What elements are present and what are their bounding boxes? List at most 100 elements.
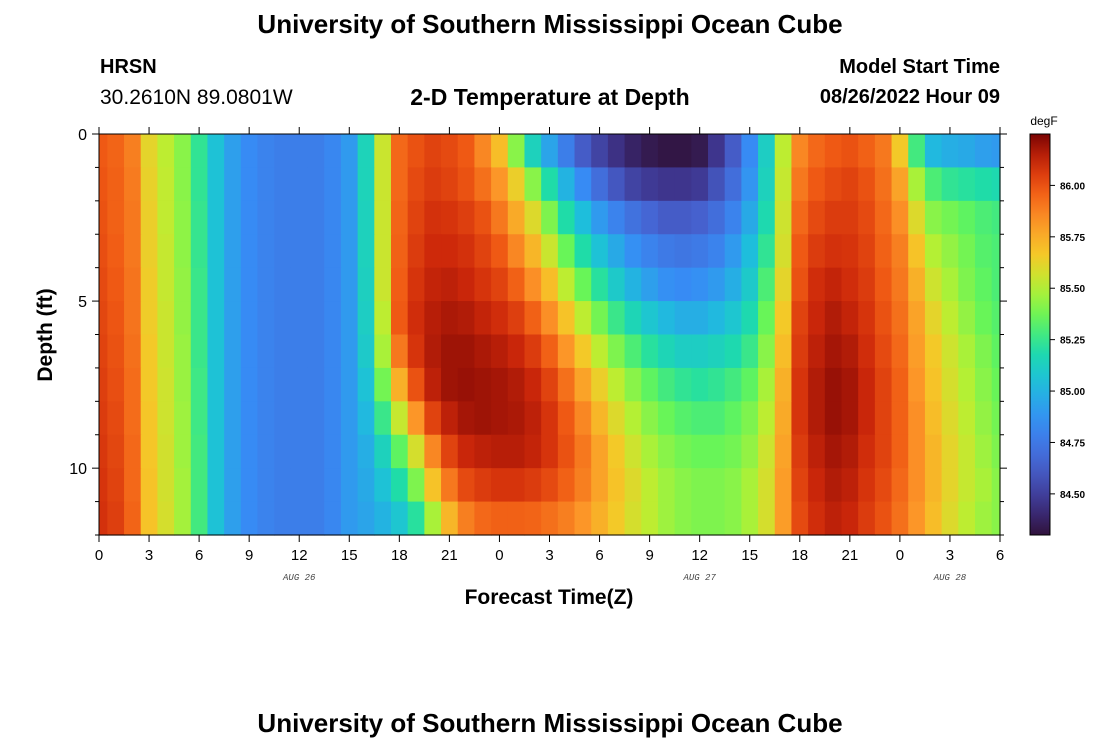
- colorbar-tick-label: 85.25: [1060, 336, 1085, 347]
- heatmap-cell: [858, 267, 876, 302]
- heatmap-cell: [524, 134, 542, 169]
- heatmap-cell: [240, 167, 259, 202]
- heatmap-cell: [824, 301, 843, 336]
- heatmap-cell: [357, 334, 375, 369]
- heatmap-cell: [340, 334, 359, 369]
- heatmap-cell: [991, 301, 1001, 336]
- heatmap-cell: [441, 401, 459, 436]
- heatmap-cell: [758, 468, 776, 503]
- heatmap-cell: [774, 167, 793, 202]
- heatmap-cell: [874, 267, 893, 302]
- heatmap-cell: [374, 468, 392, 503]
- heatmap-cell: [224, 167, 242, 202]
- heatmap-cell: [874, 334, 893, 369]
- heatmap-cell: [774, 200, 793, 235]
- heatmap-cell: [791, 501, 809, 536]
- heatmap-cell: [424, 267, 442, 302]
- heatmap-cell: [858, 134, 876, 169]
- heatmap-cell: [441, 267, 459, 302]
- heatmap-cell: [924, 367, 943, 402]
- heatmap-cell: [624, 468, 642, 503]
- heatmap-cell: [491, 234, 509, 269]
- heatmap-cell: [691, 501, 709, 536]
- heatmap-cell: [591, 401, 609, 436]
- heatmap-cell: [791, 367, 809, 402]
- heatmap-cell: [407, 134, 425, 169]
- heatmap-cell: [991, 267, 1001, 302]
- heatmap-cell: [958, 301, 976, 336]
- heatmap-cell: [390, 434, 409, 469]
- heatmap-cell: [607, 267, 626, 302]
- heatmap-cell: [524, 234, 542, 269]
- heatmap-cell: [708, 367, 726, 402]
- heatmap-cell: [691, 167, 709, 202]
- heatmap-cell: [424, 501, 442, 536]
- heatmap-cell: [724, 134, 742, 169]
- heatmap-cell: [741, 267, 759, 302]
- x-tick-label: 21: [441, 547, 458, 564]
- heatmap-cell: [424, 134, 442, 169]
- heatmap-cell: [307, 301, 325, 336]
- heatmap-cell: [390, 501, 409, 536]
- heatmap-cell: [724, 401, 742, 436]
- heatmap-cell: [958, 134, 976, 169]
- heatmap-cell: [107, 167, 125, 202]
- heatmap-cell: [824, 200, 843, 235]
- heatmap-cell: [541, 367, 559, 402]
- heatmap-cell: [958, 200, 976, 235]
- heatmap-cell: [190, 267, 209, 302]
- heatmap-cell: [891, 434, 909, 469]
- x-axis-label: Forecast Time(Z): [465, 586, 634, 609]
- heatmap-cell: [991, 501, 1001, 536]
- heatmap-cell: [290, 367, 309, 402]
- heatmap-cell: [591, 468, 609, 503]
- heatmap-cell: [457, 267, 476, 302]
- x-tick-label: 0: [95, 547, 103, 564]
- heatmap-cell: [557, 200, 576, 235]
- x-tick-label: 9: [245, 547, 253, 564]
- heatmap-cell: [107, 367, 125, 402]
- heatmap-cell: [157, 501, 175, 536]
- heatmap-cell: [307, 267, 325, 302]
- heatmap-cell: [791, 134, 809, 169]
- heatmap-cell: [124, 501, 142, 536]
- heatmap-cell: [190, 334, 209, 369]
- heatmap-cell: [724, 501, 742, 536]
- heatmap-cell: [290, 167, 309, 202]
- heatmap-cell: [591, 167, 609, 202]
- heatmap-cell: [107, 334, 125, 369]
- heatmap-cell: [974, 301, 993, 336]
- heatmap-cell: [691, 200, 709, 235]
- heatmap-cell: [874, 134, 893, 169]
- heatmap-cell: [290, 434, 309, 469]
- heatmap-cell: [541, 468, 559, 503]
- heatmap-cell: [457, 468, 476, 503]
- heatmap-cell: [674, 234, 692, 269]
- heatmap-cell: [774, 334, 793, 369]
- heatmap-cell: [874, 200, 893, 235]
- heatmap-cell: [207, 367, 225, 402]
- heatmap-cell: [324, 367, 342, 402]
- heatmap-cell: [908, 200, 926, 235]
- heatmap-cell: [624, 167, 642, 202]
- heatmap-cell: [140, 167, 158, 202]
- heatmap-cell: [491, 401, 509, 436]
- heatmap-cell: [491, 267, 509, 302]
- heatmap-cell: [307, 167, 325, 202]
- heatmap-cell: [324, 200, 342, 235]
- heatmap-cell: [207, 167, 225, 202]
- heatmap-cell: [891, 367, 909, 402]
- heatmap-cell: [157, 267, 175, 302]
- heatmap-cell: [257, 167, 275, 202]
- heatmap-cell: [708, 434, 726, 469]
- heatmap-cell: [307, 234, 325, 269]
- heatmap-cell: [474, 301, 492, 336]
- heatmap-cell: [257, 468, 275, 503]
- heatmap-cell: [774, 234, 793, 269]
- heatmap-cell: [858, 301, 876, 336]
- heatmap-cell: [841, 234, 859, 269]
- heatmap-cell: [324, 234, 342, 269]
- heatmap-cell: [624, 200, 642, 235]
- heatmap-cell: [257, 200, 275, 235]
- heatmap-cell: [891, 200, 909, 235]
